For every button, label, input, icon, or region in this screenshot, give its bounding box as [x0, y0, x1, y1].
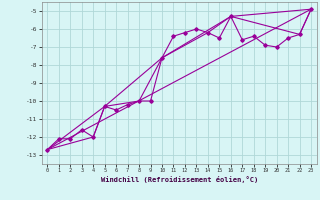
X-axis label: Windchill (Refroidissement éolien,°C): Windchill (Refroidissement éolien,°C) — [100, 176, 258, 183]
